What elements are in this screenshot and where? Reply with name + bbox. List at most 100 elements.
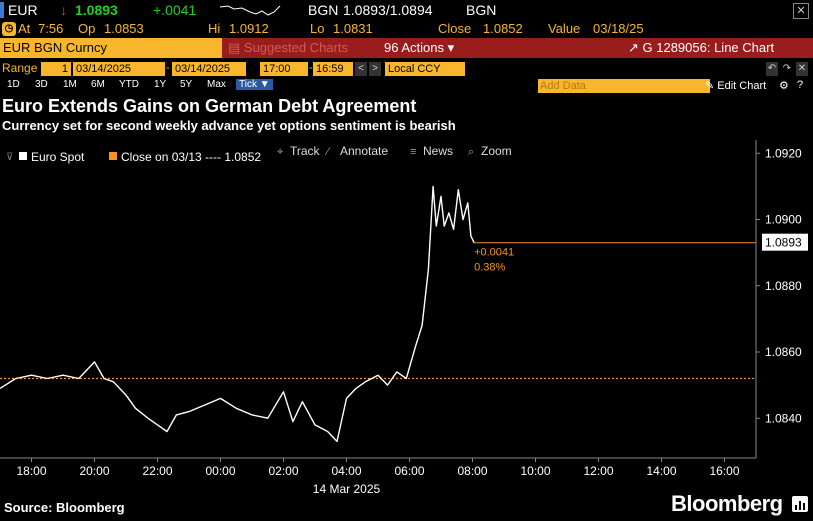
low-label: Lo	[310, 21, 325, 36]
time-label: At	[18, 21, 31, 36]
clock-icon: ◷	[2, 22, 16, 36]
edit-chart-button[interactable]: ✎ Edit Chart	[705, 80, 767, 92]
period-bar: 1D 3D 1M 6M YTD 1Y 5Y Max Tick ▼ Add Dat…	[0, 78, 813, 94]
redo-icon[interactable]: ↷	[780, 62, 794, 76]
track-icon: ⌖	[277, 146, 283, 158]
period-ytd[interactable]: YTD	[119, 79, 139, 90]
price-change: +.0041	[153, 2, 197, 18]
period-max[interactable]: Max	[207, 79, 226, 90]
tool-track: Track	[290, 144, 321, 158]
tool-zoom: Zoom	[481, 144, 512, 158]
period-3d[interactable]: 3D	[35, 79, 48, 90]
close-range-icon[interactable]: ✕	[796, 62, 808, 76]
x-tick-label: 02:00	[268, 464, 298, 478]
last-value-box	[762, 233, 808, 251]
x-tick-label: 14:00	[646, 464, 676, 478]
end-time-field[interactable]: 16:59	[313, 62, 353, 76]
y-tick-label: 1.0900	[765, 213, 802, 227]
x-tick-label: 20:00	[79, 464, 109, 478]
start-date-field[interactable]: 03/14/2025	[73, 62, 165, 76]
value-date: 03/18/25	[593, 21, 644, 36]
high-label: Hi	[208, 21, 221, 36]
range-label: Range	[2, 61, 38, 75]
range-number[interactable]: 1	[41, 62, 71, 76]
y-tick-label: 1.0880	[765, 279, 802, 293]
period-1m[interactable]: 1M	[63, 79, 77, 90]
x-tick-label: 06:00	[394, 464, 424, 478]
series-group: 1.0893 +0.0041 0.38%	[0, 185, 808, 443]
legend-swatch-euro-spot	[19, 152, 27, 160]
actions-number: 96	[384, 40, 399, 55]
tool-annotate: Annotate	[340, 144, 388, 158]
last-value-label: 1.0893	[765, 236, 802, 250]
chart-subheadline: Currency set for second weekly advance y…	[2, 118, 456, 133]
x-axis: 18:00 20:00 22:00 00:00 02:00 04:00 06:00 08:00…	[0, 457, 756, 496]
period-tick[interactable]: Tick ▼	[236, 79, 273, 90]
period-6m[interactable]: 6M	[91, 79, 105, 90]
news-icon: ≡	[410, 146, 416, 158]
chart-legend: ⊽ Euro Spot Close on 03/13 ---- 1.0852	[2, 146, 294, 174]
range-bar: Range 1 03/14/2025 - 03/14/2025 17:00 - …	[0, 60, 813, 78]
y-tick-label: 1.0920	[765, 146, 802, 160]
end-date-field[interactable]: 03/14/2025	[172, 62, 246, 76]
down-arrow-icon: ↓	[60, 2, 67, 18]
y-tick-label: 1.0840	[765, 411, 802, 425]
help-icon[interactable]: ?	[797, 79, 804, 91]
open-label: Op	[78, 21, 96, 36]
suggested-charts-icon: ▤	[228, 40, 244, 55]
start-time-field[interactable]: 17:00	[260, 62, 308, 76]
change-annotation: +0.0041	[474, 247, 514, 259]
close-label: Close	[438, 21, 472, 36]
settings-icon[interactable]: ⚙	[779, 80, 789, 92]
change-pct-annotation: 0.38%	[474, 262, 505, 274]
bloomberg-mark-icon	[792, 496, 808, 512]
chart-id[interactable]: ↗ G 1289056: Line Chart	[628, 40, 775, 55]
last-price: 1.0893	[75, 2, 118, 18]
x-tick-label: 22:00	[142, 464, 172, 478]
time-separator: -	[309, 62, 313, 74]
x-tick-label: 08:00	[457, 464, 487, 478]
zoom-icon: ⌕	[468, 146, 474, 158]
external-link-icon: ↗	[628, 40, 643, 55]
low-value: 1.0831	[333, 21, 373, 36]
add-data-field[interactable]: Add Data	[538, 79, 710, 93]
x-tick-label: 16:00	[709, 464, 739, 478]
actions-label: Actions ▾	[401, 40, 455, 55]
line-chart[interactable]: ⊽ Euro Spot Close on 03/13 ---- 1.0852 ⌖ Tr…	[0, 140, 813, 496]
high-value: 1.0912	[229, 21, 269, 36]
tool-news: News	[423, 144, 453, 158]
chart-tools: ⌖ Track ⁄ Annotate ≡ News ⌕ Zoom	[277, 144, 512, 158]
suggested-charts-menu[interactable]: ▤ Suggested Charts	[228, 40, 348, 55]
source-code-2: BGN	[466, 2, 497, 18]
prev-range-icon[interactable]: <	[355, 62, 367, 76]
period-1d[interactable]: 1D	[7, 79, 20, 90]
command-bar: EUR BGN Curncy ▤ Suggested Charts 96 Act…	[0, 38, 813, 58]
source-code: BGN	[308, 2, 339, 18]
currency-select[interactable]: Local CCY	[385, 62, 465, 76]
period-1y[interactable]: 1Y	[154, 79, 167, 90]
euro-spot-line	[0, 185, 475, 443]
ticker-label[interactable]: EUR	[8, 2, 38, 18]
period-5y[interactable]: 5Y	[180, 79, 193, 90]
legend-label-euro-spot: Euro Spot	[31, 150, 85, 164]
source-note: Source: Bloomberg	[4, 500, 125, 515]
security-field[interactable]: EUR BGN Curncy	[0, 38, 222, 58]
quote-bar: EUR ↓ 1.0893 +.0041 BGN 1.0893/1.0894 BG…	[0, 0, 813, 21]
y-axis: 1.0920 1.0900 1.0880 1.0860 1.0840	[755, 140, 802, 458]
open-value: 1.0853	[104, 21, 144, 36]
actions-menu[interactable]: 96 Actions ▾	[384, 38, 454, 58]
x-tick-label: 04:00	[331, 464, 361, 478]
bid-ask: 1.0893/1.0894	[343, 2, 433, 18]
y-tick-label: 1.0860	[765, 345, 802, 359]
chart-headline: Euro Extends Gains on German Debt Agreem…	[2, 96, 417, 116]
sparkline	[220, 5, 281, 16]
x-date-label: 14 Mar 2025	[313, 482, 381, 496]
close-icon[interactable]: ✕	[793, 3, 809, 19]
x-tick-label: 12:00	[583, 464, 613, 478]
next-range-icon[interactable]: >	[369, 62, 381, 76]
value-label: Value	[548, 21, 581, 36]
undo-icon[interactable]: ↶	[766, 62, 778, 76]
pencil-icon: ✎	[705, 80, 718, 92]
legend-filter-icon: ⊽	[6, 152, 13, 163]
legend-background	[2, 146, 294, 174]
